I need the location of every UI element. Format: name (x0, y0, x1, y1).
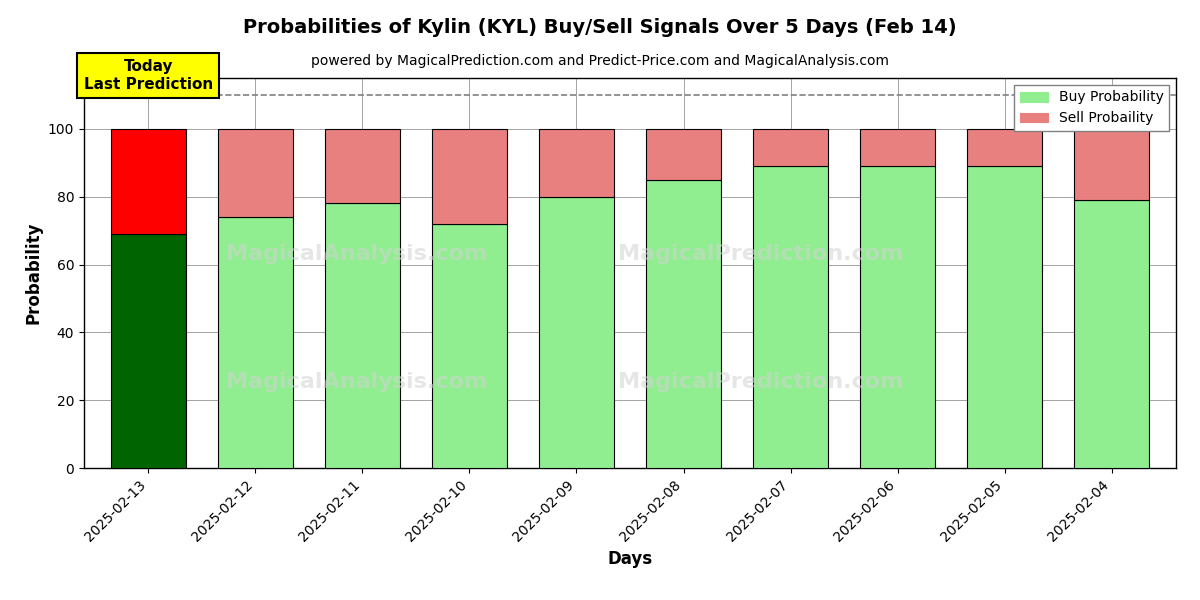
Bar (325, 203, 400, 468)
Bar (325, 129, 400, 203)
Y-axis label: Probability: Probability (24, 222, 42, 324)
Text: MagicalPrediction.com: MagicalPrediction.com (618, 372, 904, 392)
Text: MagicalAnalysis.com: MagicalAnalysis.com (227, 244, 487, 263)
Bar (218, 129, 293, 217)
Bar (1074, 129, 1150, 200)
Bar (754, 129, 828, 166)
Legend: Buy Probability, Sell Probaility: Buy Probability, Sell Probaility (1014, 85, 1169, 131)
Bar (646, 129, 721, 180)
Text: MagicalPrediction.com: MagicalPrediction.com (618, 244, 904, 263)
Bar (432, 224, 506, 468)
Bar (967, 166, 1042, 468)
Bar (539, 197, 614, 468)
Text: Today
Last Prediction: Today Last Prediction (84, 59, 212, 92)
Text: Probabilities of Kylin (KYL) Buy/Sell Signals Over 5 Days (Feb 14): Probabilities of Kylin (KYL) Buy/Sell Si… (244, 18, 956, 37)
Bar (646, 180, 721, 468)
Bar (432, 129, 506, 224)
Text: MagicalAnalysis.com: MagicalAnalysis.com (227, 372, 487, 392)
Bar (967, 129, 1042, 166)
Bar (754, 166, 828, 468)
Bar (860, 166, 935, 468)
Text: powered by MagicalPrediction.com and Predict-Price.com and MagicalAnalysis.com: powered by MagicalPrediction.com and Pre… (311, 54, 889, 68)
Bar (110, 129, 186, 234)
Bar (110, 234, 186, 468)
Bar (1074, 200, 1150, 468)
Bar (539, 129, 614, 197)
Bar (860, 129, 935, 166)
Bar (218, 217, 293, 468)
X-axis label: Days: Days (607, 550, 653, 568)
